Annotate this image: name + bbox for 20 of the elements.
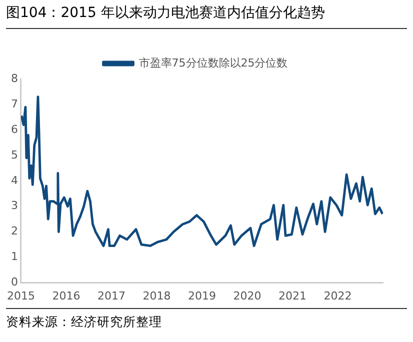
x-tick-label: 2017 <box>98 289 126 302</box>
y-tick-label: 1 <box>11 250 18 264</box>
y-tick-label: 3 <box>11 199 18 212</box>
y-tick-label: 2 <box>11 224 18 238</box>
y-tick-label: 7 <box>11 97 18 110</box>
y-tick-label: 6 <box>11 122 18 136</box>
x-tick-label: 2016 <box>52 289 80 302</box>
x-tick-label: 2021 <box>278 289 307 302</box>
y-tick-label: 8 <box>11 72 18 85</box>
x-tick-label: 2022 <box>324 289 352 302</box>
x-tick-label: 2015 <box>7 289 35 302</box>
chart-title: 图104：2015 年以来动力电池赛道内估值分化趋势 <box>6 4 407 29</box>
x-tick-label: 2019 <box>188 289 216 302</box>
y-tick-label: 5 <box>11 148 18 162</box>
y-tick-label: 0 <box>11 276 18 289</box>
y-tick-label: 4 <box>11 174 18 187</box>
x-tick-label: 2018 <box>142 289 171 302</box>
x-tick-label: 2020 <box>233 289 262 302</box>
text: 资料来源：经济研究所整理 <box>6 308 407 331</box>
legend-label: 市盈率75分位数除以25分位数 <box>138 56 288 70</box>
